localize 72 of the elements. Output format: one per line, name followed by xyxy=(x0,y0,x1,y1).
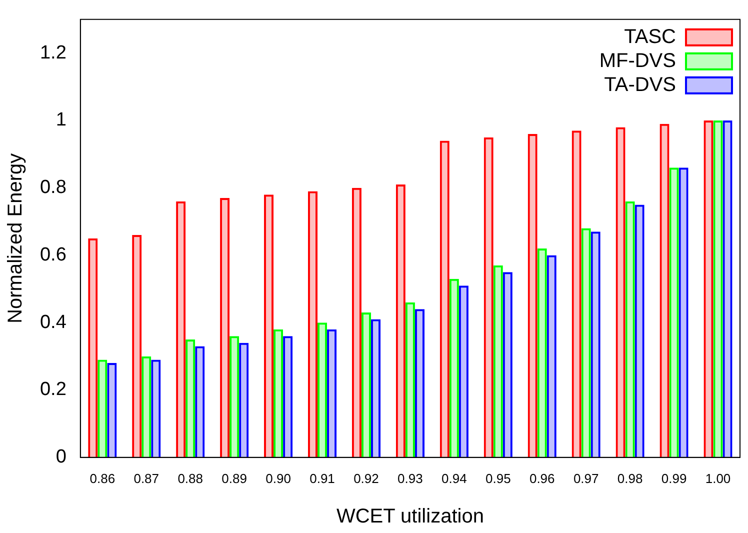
legend-label: MF-DVS xyxy=(599,50,676,72)
y-axis-title: Normalized Energy xyxy=(4,153,27,324)
bar xyxy=(660,124,670,458)
bar xyxy=(537,248,547,458)
bar xyxy=(186,339,196,458)
y-tick-label: 1 xyxy=(56,110,66,131)
bar xyxy=(625,201,635,458)
bar xyxy=(107,363,117,458)
x-tick-label: 1.00 xyxy=(705,470,731,486)
bar xyxy=(274,329,284,458)
bar xyxy=(176,201,186,458)
x-tick-label: 0.93 xyxy=(398,470,423,486)
x-tick-label: 0.88 xyxy=(178,470,203,486)
x-tick-label: 0.96 xyxy=(529,470,555,486)
x-axis-title: WCET utilization xyxy=(336,506,484,528)
bar xyxy=(396,184,406,458)
bar xyxy=(449,278,459,458)
bar xyxy=(572,130,582,458)
x-tick-label: 0.95 xyxy=(485,470,511,486)
x-tick-label: 0.87 xyxy=(134,470,160,486)
bar xyxy=(352,188,362,458)
y-tick-label: 1.2 xyxy=(40,42,66,64)
bar xyxy=(414,309,424,458)
bar xyxy=(590,232,600,458)
x-tick-label: 0.97 xyxy=(573,470,599,486)
x-tick-label: 0.90 xyxy=(266,470,291,486)
y-tick-label: 0.4 xyxy=(40,312,67,333)
x-tick-label: 0.92 xyxy=(354,470,379,486)
bar xyxy=(283,336,293,458)
bar xyxy=(678,168,688,458)
bar xyxy=(361,312,371,458)
bar xyxy=(546,255,556,458)
bar xyxy=(502,272,512,458)
bar xyxy=(132,235,142,458)
bar xyxy=(440,140,450,458)
bar xyxy=(722,120,732,458)
bar xyxy=(405,302,415,458)
bar xyxy=(239,342,249,458)
bar xyxy=(308,191,318,458)
bar xyxy=(195,346,205,458)
legend-label: TA-DVS xyxy=(604,74,676,96)
x-tick-label: 0.86 xyxy=(90,470,116,486)
y-tick-label: 0 xyxy=(56,446,66,468)
x-tick-label: 0.94 xyxy=(442,470,467,486)
x-tick-label: 0.98 xyxy=(617,470,643,486)
legend-label: TASC xyxy=(624,26,676,48)
bar xyxy=(458,286,468,458)
bar xyxy=(371,319,381,458)
bar xyxy=(98,360,108,458)
bar xyxy=(142,356,152,458)
bar xyxy=(318,322,328,458)
bar xyxy=(704,120,714,458)
bar xyxy=(230,336,240,458)
bar xyxy=(634,204,644,458)
bar xyxy=(616,127,626,458)
bar xyxy=(88,238,98,458)
bar xyxy=(151,360,161,458)
bar xyxy=(484,137,494,458)
bar xyxy=(264,194,274,458)
bar xyxy=(713,120,723,458)
y-tick-label: 0.2 xyxy=(40,379,66,400)
bar xyxy=(327,329,337,458)
bar xyxy=(581,228,591,458)
y-tick-label: 0.6 xyxy=(40,244,66,266)
x-tick-label: 0.91 xyxy=(310,470,335,486)
bar xyxy=(669,168,679,458)
bar xyxy=(220,198,230,458)
x-tick-label: 0.99 xyxy=(661,470,687,486)
y-tick-label: 0.8 xyxy=(40,177,66,198)
bar xyxy=(493,265,503,458)
bar xyxy=(528,134,538,458)
x-tick-label: 0.89 xyxy=(222,470,247,486)
